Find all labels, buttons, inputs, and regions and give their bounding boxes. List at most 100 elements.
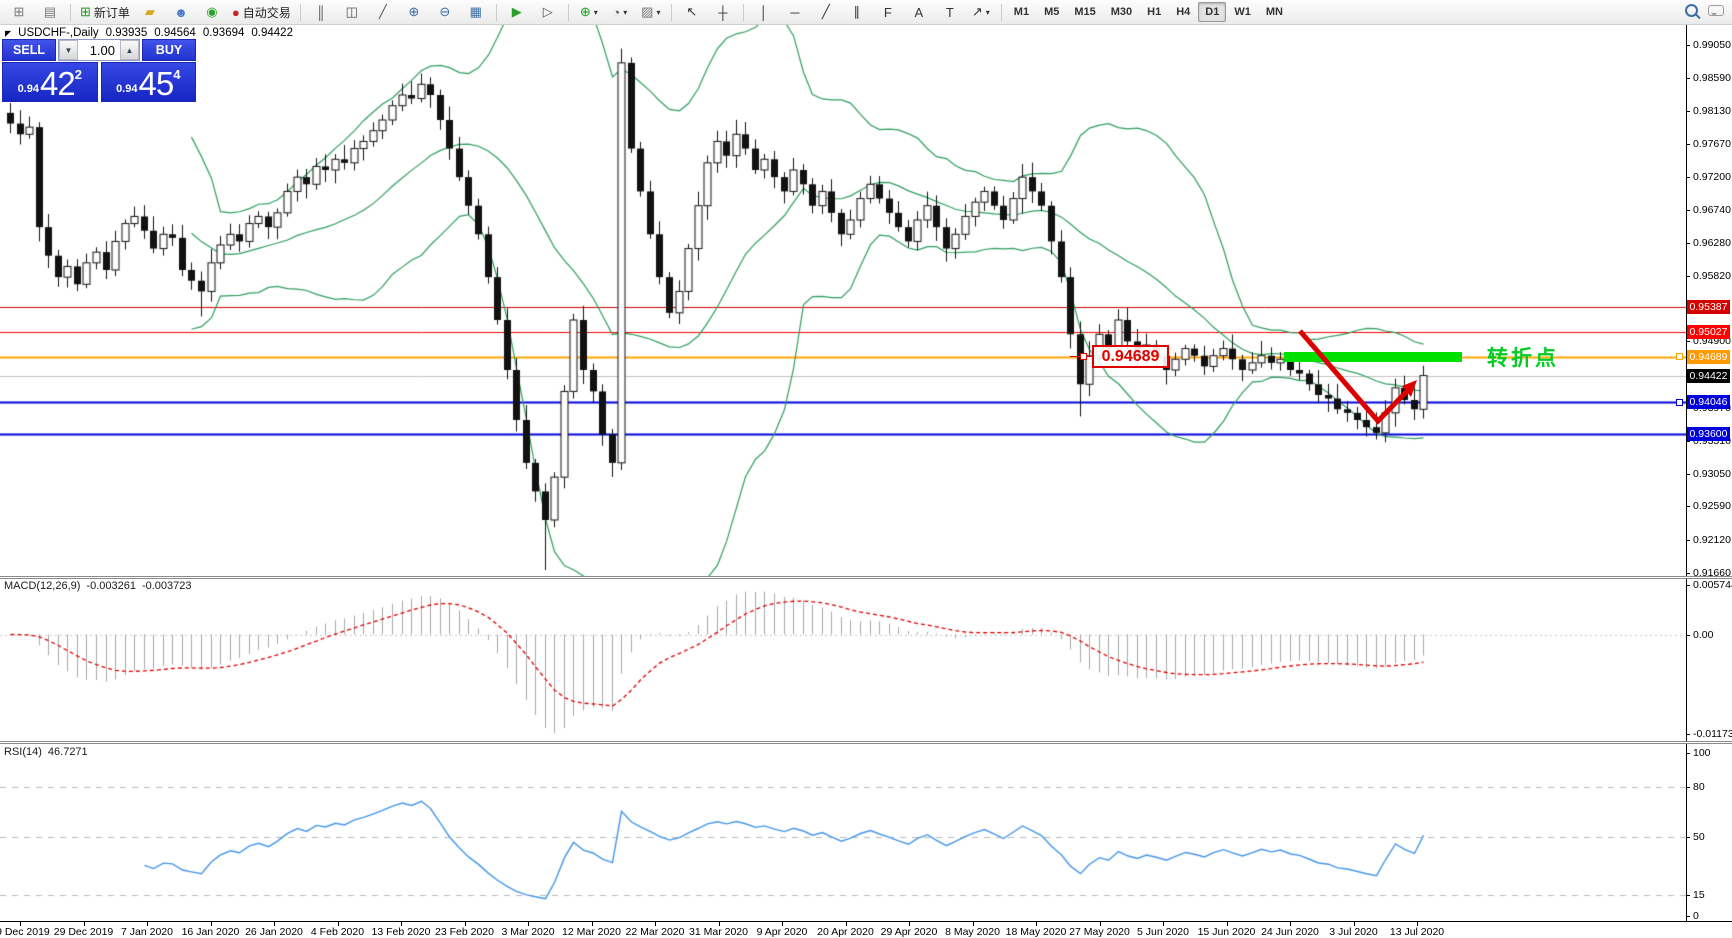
- help-chat-icon[interactable]: [1708, 5, 1724, 16]
- volume-increase-button[interactable]: ▲: [120, 40, 139, 60]
- timeframe-w1-button[interactable]: W1: [1234, 6, 1251, 18]
- horizontal-line-icon: ─: [790, 4, 800, 20]
- candlestick-chart-button[interactable]: ◫: [337, 1, 367, 24]
- zoom-in-button[interactable]: ⊕: [399, 1, 429, 24]
- pane-separator-macd[interactable]: [0, 576, 1732, 579]
- symbol-period-label: USDCHF-,Daily: [18, 27, 99, 39]
- timeframe-m15-button[interactable]: M15: [1074, 6, 1096, 18]
- chevron-down-icon: ▾: [593, 7, 598, 17]
- metaeditor-button[interactable]: ▰: [135, 1, 165, 24]
- price-chart-pane[interactable]: [0, 25, 1686, 576]
- chart-shift-button[interactable]: ▷: [533, 1, 563, 24]
- trendline-button[interactable]: ╱: [811, 1, 841, 24]
- ohlc-open: 0.93935: [105, 27, 148, 39]
- periods-button[interactable]: ◔ ▾: [605, 1, 635, 24]
- periods-icon: ◔: [612, 4, 621, 20]
- date-axis-line: [0, 921, 1732, 922]
- autotrading-label: 自动交易: [242, 5, 291, 20]
- zoom-out-icon: ⊖: [439, 4, 451, 19]
- text-label-button[interactable]: T: [935, 1, 965, 24]
- crosshair-icon: ┼: [718, 4, 728, 20]
- buy-price-pips: 4: [173, 67, 181, 82]
- arrows-button[interactable]: ↗ ▾: [966, 1, 996, 24]
- candlestick-chart-icon: ◫: [345, 4, 358, 19]
- new-order-label: 新订单: [93, 5, 130, 20]
- profiles-button[interactable]: ▤: [35, 1, 65, 24]
- timeframe-h4-button[interactable]: H4: [1176, 6, 1191, 18]
- metaeditor-icon: ▰: [144, 4, 155, 19]
- tile-windows-button[interactable]: ▦: [461, 1, 491, 24]
- macd-name: MACD(12,26,9): [4, 580, 81, 592]
- arrows-icon: ↗: [971, 4, 983, 19]
- template-icon: ▨: [641, 4, 654, 19]
- toolbar-separator: [567, 3, 569, 21]
- toolbar-separator: [70, 3, 71, 21]
- text-icon: A: [914, 4, 924, 20]
- profiles-icon: ▤: [43, 4, 57, 19]
- price-flag-handle[interactable]: [1080, 353, 1087, 360]
- fibonacci-icon: F: [883, 4, 892, 20]
- chevron-down-icon: ▾: [656, 7, 661, 17]
- timeframe-m5-button[interactable]: M5: [1044, 6, 1060, 18]
- turning-point-text[interactable]: 转折点: [1487, 347, 1559, 370]
- sell-button[interactable]: SELL: [2, 39, 56, 61]
- timeframe-mn-button[interactable]: MN: [1265, 6, 1283, 18]
- timeframe-h1-button[interactable]: H1: [1147, 6, 1162, 18]
- rsi-pane[interactable]: [0, 744, 1686, 921]
- rsi-header: RSI(14) 46.7271: [4, 746, 88, 758]
- macd-pane[interactable]: [0, 579, 1686, 741]
- toolbar: ⊞ ▤ ⊞ 新订单 ▰ ☻ ◉ ● 自动交易 ║ ◫ ╱ ⊕ ⊖ ▦ ▶ ▷ ⊕ ▾ ◔ ▾ ▨ ▾ ↖ ┼ │ ─ ╱ ∥ F A T ↗ ▾ M…: [0, 0, 1732, 25]
- horizontal-line-button[interactable]: ─: [780, 1, 810, 24]
- new-order-button[interactable]: ⊞ 新订单: [76, 1, 134, 24]
- sell-price-tile[interactable]: 0.94 42 2: [2, 62, 98, 102]
- chevron-down-icon: ▾: [985, 7, 990, 17]
- toolbar-separator: [495, 3, 497, 21]
- volume-decrease-button[interactable]: ▼: [59, 40, 78, 60]
- market-signals-button[interactable]: ◉: [197, 1, 227, 24]
- price-axis-line: [1686, 25, 1687, 921]
- vertical-line-icon: │: [759, 4, 768, 20]
- sell-price-big: 42: [39, 65, 76, 102]
- equidistant-channel-icon: ∥: [853, 4, 861, 19]
- autotrading-icon: ●: [231, 4, 240, 20]
- cursor-button[interactable]: ↖: [677, 1, 707, 24]
- signals-button[interactable]: ☻: [166, 1, 196, 24]
- auto-scroll-button[interactable]: ▶: [502, 1, 532, 24]
- template-button[interactable]: ▨ ▾: [636, 1, 666, 24]
- toolbar-separator: [742, 3, 744, 21]
- price-flag-label[interactable]: 0.94689: [1092, 345, 1169, 368]
- vertical-line-button[interactable]: │: [749, 1, 779, 24]
- buy-price-prefix: 0.94: [116, 83, 138, 95]
- fibonacci-button[interactable]: F: [873, 1, 903, 24]
- equidistant-channel-button[interactable]: ∥: [842, 1, 872, 24]
- search-icon[interactable]: [1685, 4, 1698, 17]
- chevron-down-icon: ▾: [623, 7, 628, 17]
- toolbar-right: [1685, 4, 1724, 17]
- macd-signal-value: -0.003723: [141, 580, 192, 592]
- zoom-in-icon: ⊕: [408, 4, 420, 19]
- new-order-icon: ⊞: [80, 4, 91, 19]
- new-chart-button[interactable]: ⊞: [4, 1, 34, 24]
- add-indicator-button[interactable]: ⊕ ▾: [574, 1, 604, 24]
- rsi-name: RSI(14): [4, 746, 42, 758]
- autotrading-button[interactable]: ● 自动交易: [228, 1, 295, 24]
- line-chart-icon: ╱: [378, 4, 387, 19]
- crosshair-button[interactable]: ┼: [708, 1, 738, 24]
- bar-chart-icon: ║: [316, 4, 326, 20]
- text-button[interactable]: A: [904, 1, 934, 24]
- zoom-out-button[interactable]: ⊖: [430, 1, 460, 24]
- volume-input[interactable]: 1.00: [89, 42, 115, 58]
- green-highlight-bar[interactable]: [1284, 352, 1462, 362]
- pane-separator-rsi[interactable]: [0, 741, 1732, 744]
- buy-price-tile[interactable]: 0.94 45 4: [100, 62, 196, 102]
- rsi-value: 46.7271: [47, 746, 88, 758]
- toolbar-separator: [299, 3, 301, 21]
- line-chart-button[interactable]: ╱: [368, 1, 398, 24]
- buy-button[interactable]: BUY: [142, 39, 196, 61]
- timeframe-m30-button[interactable]: M30: [1110, 6, 1133, 18]
- timeframe-d1-button[interactable]: D1: [1198, 2, 1227, 22]
- timeframe-m1-button[interactable]: M1: [1013, 6, 1030, 18]
- bar-chart-button[interactable]: ║: [306, 1, 336, 24]
- signals-icon: ☻: [174, 4, 188, 20]
